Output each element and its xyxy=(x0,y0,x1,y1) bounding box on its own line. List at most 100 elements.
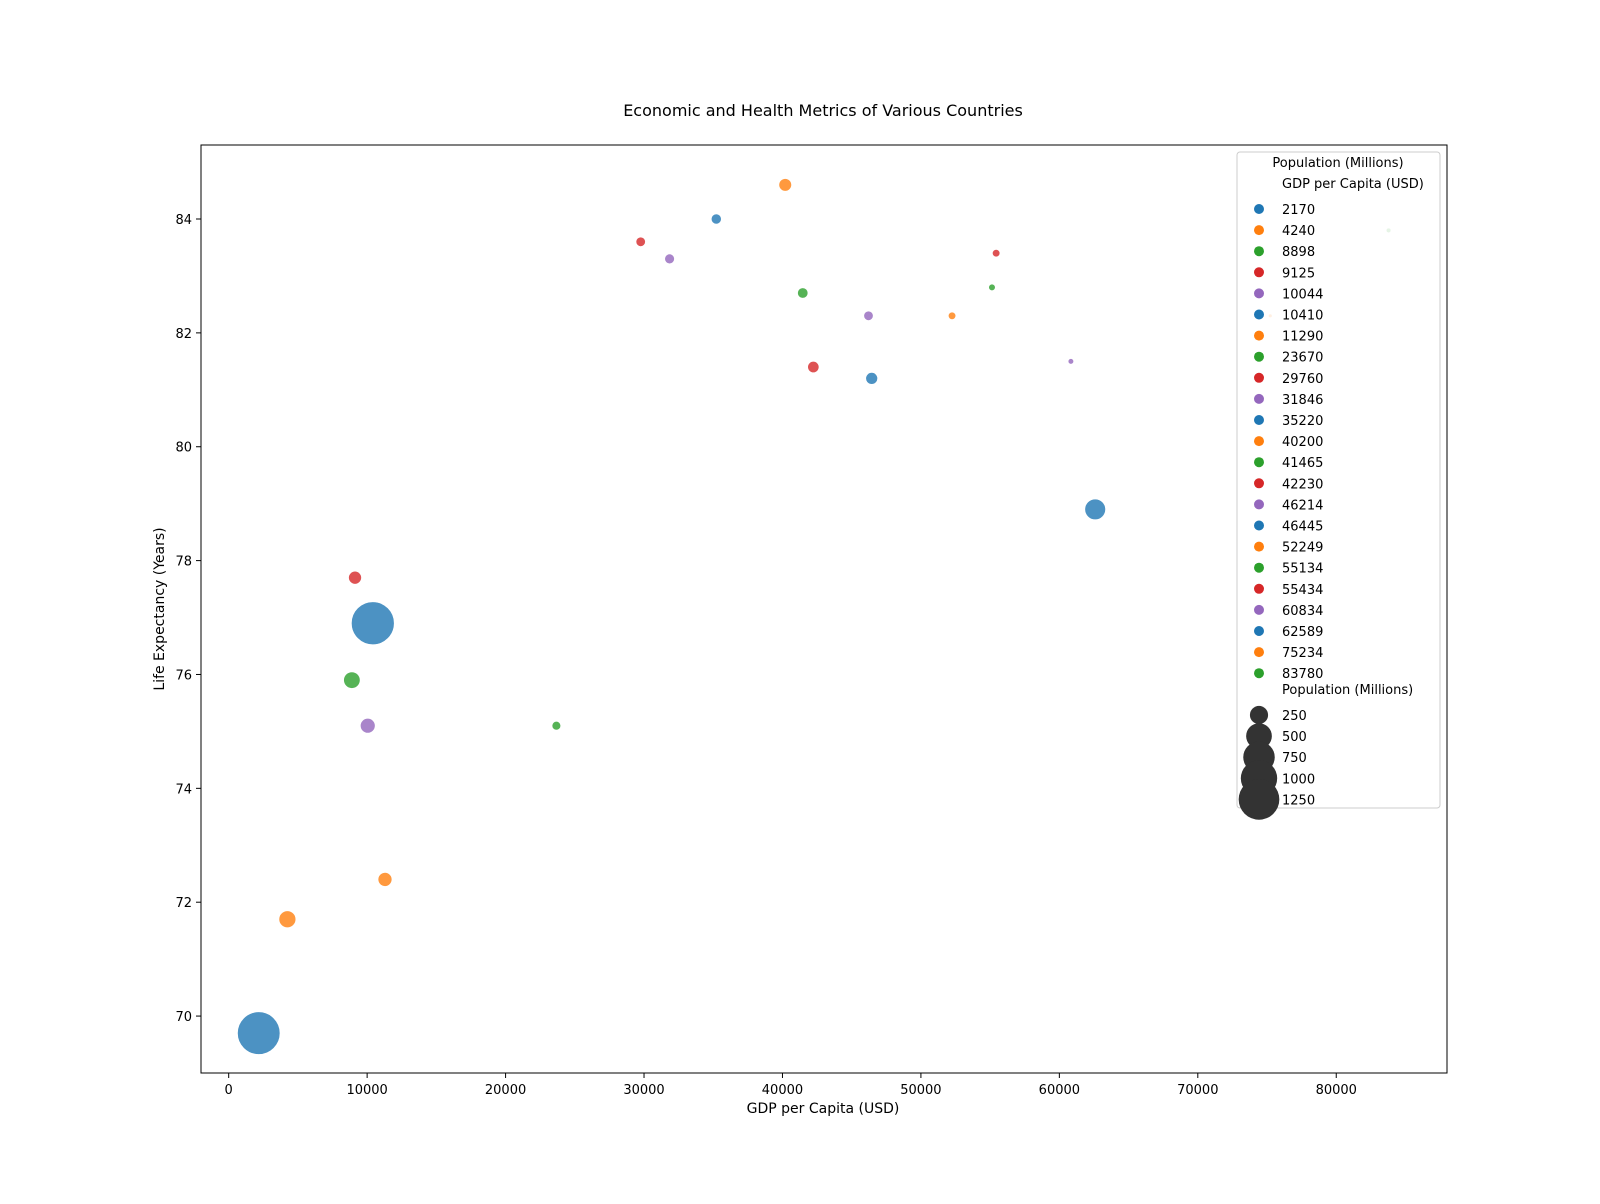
legend-marker xyxy=(1254,604,1264,615)
legend-label: 31846 xyxy=(1282,393,1323,408)
data-point xyxy=(551,720,562,731)
x-axis-title: GDP per Capita (USD) xyxy=(747,1101,900,1117)
legend-label: 23670 xyxy=(1282,351,1323,366)
legend-size-label: 500 xyxy=(1282,730,1307,745)
data-point xyxy=(236,1011,281,1055)
legend-size-label: 750 xyxy=(1282,751,1307,766)
legend-label: 2170 xyxy=(1282,203,1315,218)
legend-marker xyxy=(1254,225,1264,236)
legend-marker xyxy=(1254,478,1264,489)
legend: Population (Millions) GDP per Capita (US… xyxy=(1236,151,1441,820)
legend-marker xyxy=(1254,351,1264,362)
legend-marker xyxy=(1254,267,1264,278)
data-point xyxy=(947,311,957,321)
y-tick-label: 76 xyxy=(175,668,192,683)
legend-label: 10410 xyxy=(1282,309,1323,324)
legend-marker xyxy=(1254,436,1264,447)
legend-size-marker xyxy=(1246,723,1272,749)
legend-hue-items: 2170 4240 8898 9125 10044 10410 11290 23670 2976… xyxy=(1254,203,1323,682)
x-tick-label: 0 xyxy=(225,1083,233,1098)
legend-label: 62589 xyxy=(1282,625,1323,640)
data-point xyxy=(377,871,393,887)
legend-size-label: 250 xyxy=(1282,709,1307,724)
x-tick-label: 80000 xyxy=(1316,1083,1357,1098)
y-tick-label: 78 xyxy=(175,555,192,570)
y-axis-ticks: 70 72 74 76 78 80 82 84 xyxy=(175,213,201,1025)
legend-label: 75234 xyxy=(1282,646,1323,661)
legend-label: 11290 xyxy=(1282,330,1323,345)
legend-label: 46445 xyxy=(1282,520,1323,535)
legend-title: Population (Millions) xyxy=(1272,156,1403,171)
y-tick-label: 70 xyxy=(175,1010,192,1025)
legend-label: 4240 xyxy=(1282,224,1315,239)
legend-marker xyxy=(1254,520,1264,531)
legend-marker xyxy=(1254,562,1264,573)
x-tick-label: 40000 xyxy=(762,1083,803,1098)
data-point xyxy=(863,310,874,322)
legend-marker xyxy=(1254,647,1264,658)
legend-marker xyxy=(1254,372,1264,383)
legend-label: 9125 xyxy=(1282,266,1315,281)
legend-marker xyxy=(1254,288,1264,299)
y-tick-label: 80 xyxy=(175,441,192,456)
legend-marker xyxy=(1254,668,1264,679)
legend-marker xyxy=(1254,204,1264,214)
data-point xyxy=(991,248,1001,258)
legend-label: 42230 xyxy=(1282,477,1323,492)
legend-marker xyxy=(1254,583,1264,594)
legend-label: 8898 xyxy=(1282,245,1315,260)
data-point xyxy=(348,570,362,585)
y-axis-title: Life Expectancy (Years) xyxy=(152,527,168,690)
legend-size-items: 250 500 750 1000 1250 xyxy=(1238,705,1315,820)
data-point xyxy=(359,717,376,734)
x-tick-label: 20000 xyxy=(485,1083,526,1098)
x-tick-label: 50000 xyxy=(900,1083,941,1098)
legend-marker xyxy=(1254,246,1264,257)
legend-size-marker xyxy=(1238,779,1280,820)
plot-area-frame xyxy=(200,144,1448,1074)
legend-marker xyxy=(1254,541,1264,552)
legend-marker xyxy=(1254,393,1264,404)
legend-label: 41465 xyxy=(1282,456,1323,471)
legend-marker xyxy=(1254,457,1264,468)
data-point xyxy=(635,236,646,247)
data-point xyxy=(797,287,809,299)
chart-title: Economic and Health Metrics of Various C… xyxy=(623,101,1023,120)
data-point xyxy=(1067,358,1075,365)
x-tick-label: 30000 xyxy=(623,1083,664,1098)
data-points xyxy=(236,178,1392,1055)
legend-label: 83780 xyxy=(1282,667,1323,682)
legend-label: 10044 xyxy=(1282,287,1323,302)
legend-marker xyxy=(1254,309,1264,320)
legend-label: 35220 xyxy=(1282,414,1323,429)
legend-hue-title: GDP per Capita (USD) xyxy=(1282,177,1424,192)
data-point xyxy=(1084,498,1107,521)
legend-marker xyxy=(1254,330,1264,341)
data-point xyxy=(988,283,996,292)
legend-size-marker xyxy=(1249,705,1269,725)
x-tick-label: 70000 xyxy=(1177,1083,1218,1098)
legend-marker xyxy=(1254,626,1264,636)
y-tick-label: 72 xyxy=(175,896,192,911)
legend-size-label: 1000 xyxy=(1282,772,1315,787)
x-axis-ticks: 0 10000 20000 30000 40000 50000 60000 70000 8000… xyxy=(225,1073,1357,1098)
data-point xyxy=(710,213,722,225)
legend-label: 46214 xyxy=(1282,498,1323,513)
data-point xyxy=(343,671,361,689)
data-point xyxy=(350,601,395,646)
data-point xyxy=(778,178,793,192)
legend-label: 55134 xyxy=(1282,562,1323,577)
data-point xyxy=(807,360,820,374)
y-tick-label: 84 xyxy=(175,213,192,228)
legend-label: 29760 xyxy=(1282,372,1323,387)
legend-marker xyxy=(1254,415,1264,425)
x-tick-label: 10000 xyxy=(346,1083,387,1098)
data-point xyxy=(865,371,879,385)
legend-box xyxy=(1236,151,1441,809)
data-point xyxy=(278,910,297,929)
legend-marker xyxy=(1254,499,1264,510)
legend-label: 60834 xyxy=(1282,604,1323,619)
x-tick-label: 60000 xyxy=(1039,1083,1080,1098)
